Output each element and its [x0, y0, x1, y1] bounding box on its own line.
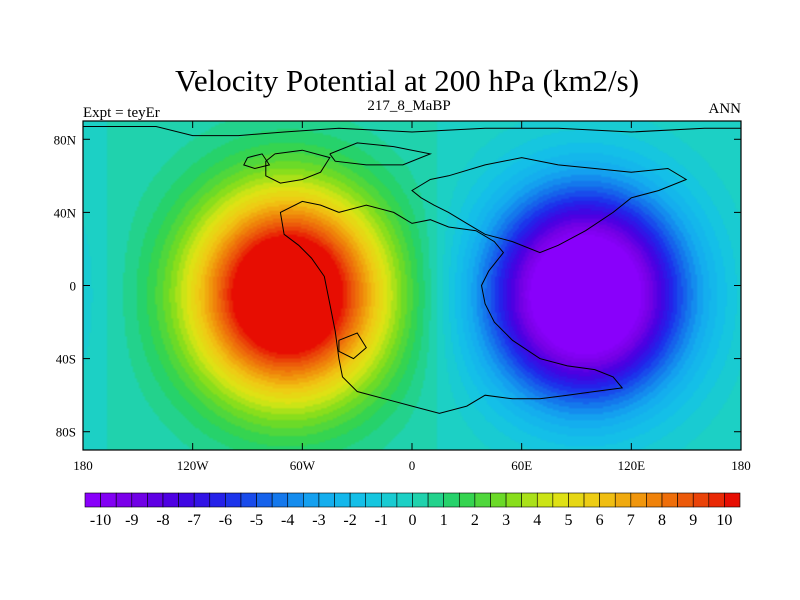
period-label: 217_8_MaBP — [367, 98, 450, 114]
colorbar-swatch — [505, 492, 522, 508]
colorbar-swatch — [677, 492, 694, 508]
colorbar-swatch — [318, 492, 335, 508]
x-axis-ticks: 180 120W 60W 0 60E 120E 180 — [73, 121, 751, 473]
colorbar-swatch — [84, 492, 101, 508]
colorbar-label: -5 — [250, 512, 263, 529]
x-tick-label: 60W — [290, 458, 316, 473]
colorbar-swatch — [458, 492, 476, 508]
colorbar-swatch — [568, 492, 585, 508]
colorbar-swatch — [552, 492, 569, 508]
x-tick-label: 120W — [177, 458, 210, 473]
colorbar-label: 10 — [716, 512, 732, 529]
colorbar-swatch — [256, 492, 273, 508]
y-axis-ticks: 80N 40N 0 40S 80S — [54, 132, 741, 440]
colorbar-swatch — [271, 492, 289, 508]
colorbar: -10 -9 -8 -7 -6 -5 -4 -3 -2 -1 0 1 2 3 4 5 6 7 8 9 10 — [84, 492, 741, 529]
colorbar-swatch — [303, 492, 320, 508]
colorbar-label: 6 — [596, 512, 604, 529]
x-tick-label: 60E — [511, 458, 532, 473]
colorbar-swatch — [443, 492, 460, 508]
colorbar-labels: -10 -9 -8 -7 -6 -5 -4 -3 -2 -1 0 1 2 3 4 5 6 7 8 9 10 — [90, 512, 732, 529]
colorbar-swatch — [630, 492, 647, 508]
x-tick-label: 180 — [73, 458, 93, 473]
colorbar-label: -10 — [90, 512, 111, 529]
x-tick-label: 120E — [618, 458, 646, 473]
colorbar-label: -2 — [343, 512, 356, 529]
colorbar-label: 8 — [658, 512, 666, 529]
colorbar-swatch — [427, 492, 445, 508]
y-tick-label: 40N — [54, 205, 77, 220]
colorbar-swatch — [115, 492, 133, 508]
colorbar-swatch — [193, 492, 211, 508]
colorbar-swatches — [84, 492, 741, 508]
colorbar-label: 1 — [440, 512, 448, 529]
colorbar-swatch — [692, 492, 710, 508]
y-tick-label: 80S — [56, 425, 76, 440]
colorbar-swatch — [536, 492, 554, 508]
colorbar-swatch — [147, 492, 164, 508]
colorbar-label: 0 — [409, 512, 417, 529]
colorbar-label: 4 — [533, 512, 541, 529]
colorbar-swatch — [583, 492, 600, 508]
colorbar-label: 5 — [565, 512, 573, 529]
colorbar-swatch — [708, 492, 725, 508]
y-tick-label: 0 — [70, 279, 77, 294]
colorbar-swatch — [100, 492, 117, 508]
colorbar-label: -1 — [375, 512, 388, 529]
colorbar-label: 3 — [502, 512, 510, 529]
velocity-potential-field — [83, 121, 741, 450]
colorbar-label: -3 — [312, 512, 325, 529]
colorbar-swatch — [661, 492, 678, 508]
colorbar-swatch — [240, 492, 257, 508]
season-label: ANN — [709, 101, 742, 117]
colorbar-label: 7 — [627, 512, 635, 529]
colorbar-swatch — [521, 492, 538, 508]
map-panel: 180 120W 60W 0 60E 120E 180 80N 40N 0 40S 80S — [54, 120, 751, 473]
colorbar-swatch — [131, 492, 148, 508]
experiment-label: Expt = teyEr — [83, 105, 160, 121]
colorbar-label: -6 — [219, 512, 232, 529]
colorbar-swatch — [412, 492, 429, 508]
colorbar-swatch — [724, 492, 741, 508]
colorbar-swatch — [474, 492, 491, 508]
colorbar-swatch — [381, 492, 398, 508]
continent-outlines — [83, 126, 741, 414]
colorbar-swatch — [365, 492, 382, 508]
colorbar-label: -8 — [156, 512, 169, 529]
colorbar-swatch — [614, 492, 632, 508]
y-tick-label: 40S — [56, 352, 76, 367]
x-tick-label: 180 — [731, 458, 751, 473]
chart-title: Velocity Potential at 200 hPa (km2/s) — [175, 63, 639, 98]
colorbar-swatch — [349, 492, 367, 508]
colorbar-swatch — [225, 492, 242, 508]
colorbar-swatch — [646, 492, 663, 508]
colorbar-label: 2 — [471, 512, 479, 529]
y-tick-label: 80N — [54, 132, 77, 147]
colorbar-swatch — [287, 492, 304, 508]
colorbar-swatch — [178, 492, 195, 508]
colorbar-swatch — [162, 492, 179, 508]
colorbar-swatch — [599, 492, 616, 508]
x-tick-label: 0 — [409, 458, 416, 473]
colorbar-swatch — [334, 492, 351, 508]
colorbar-label: -4 — [281, 512, 294, 529]
colorbar-swatch — [490, 492, 507, 508]
colorbar-swatch — [396, 492, 413, 508]
colorbar-label: -7 — [188, 512, 201, 529]
colorbar-label: -9 — [125, 512, 138, 529]
colorbar-swatch — [209, 492, 226, 508]
colorbar-label: 9 — [689, 512, 697, 529]
